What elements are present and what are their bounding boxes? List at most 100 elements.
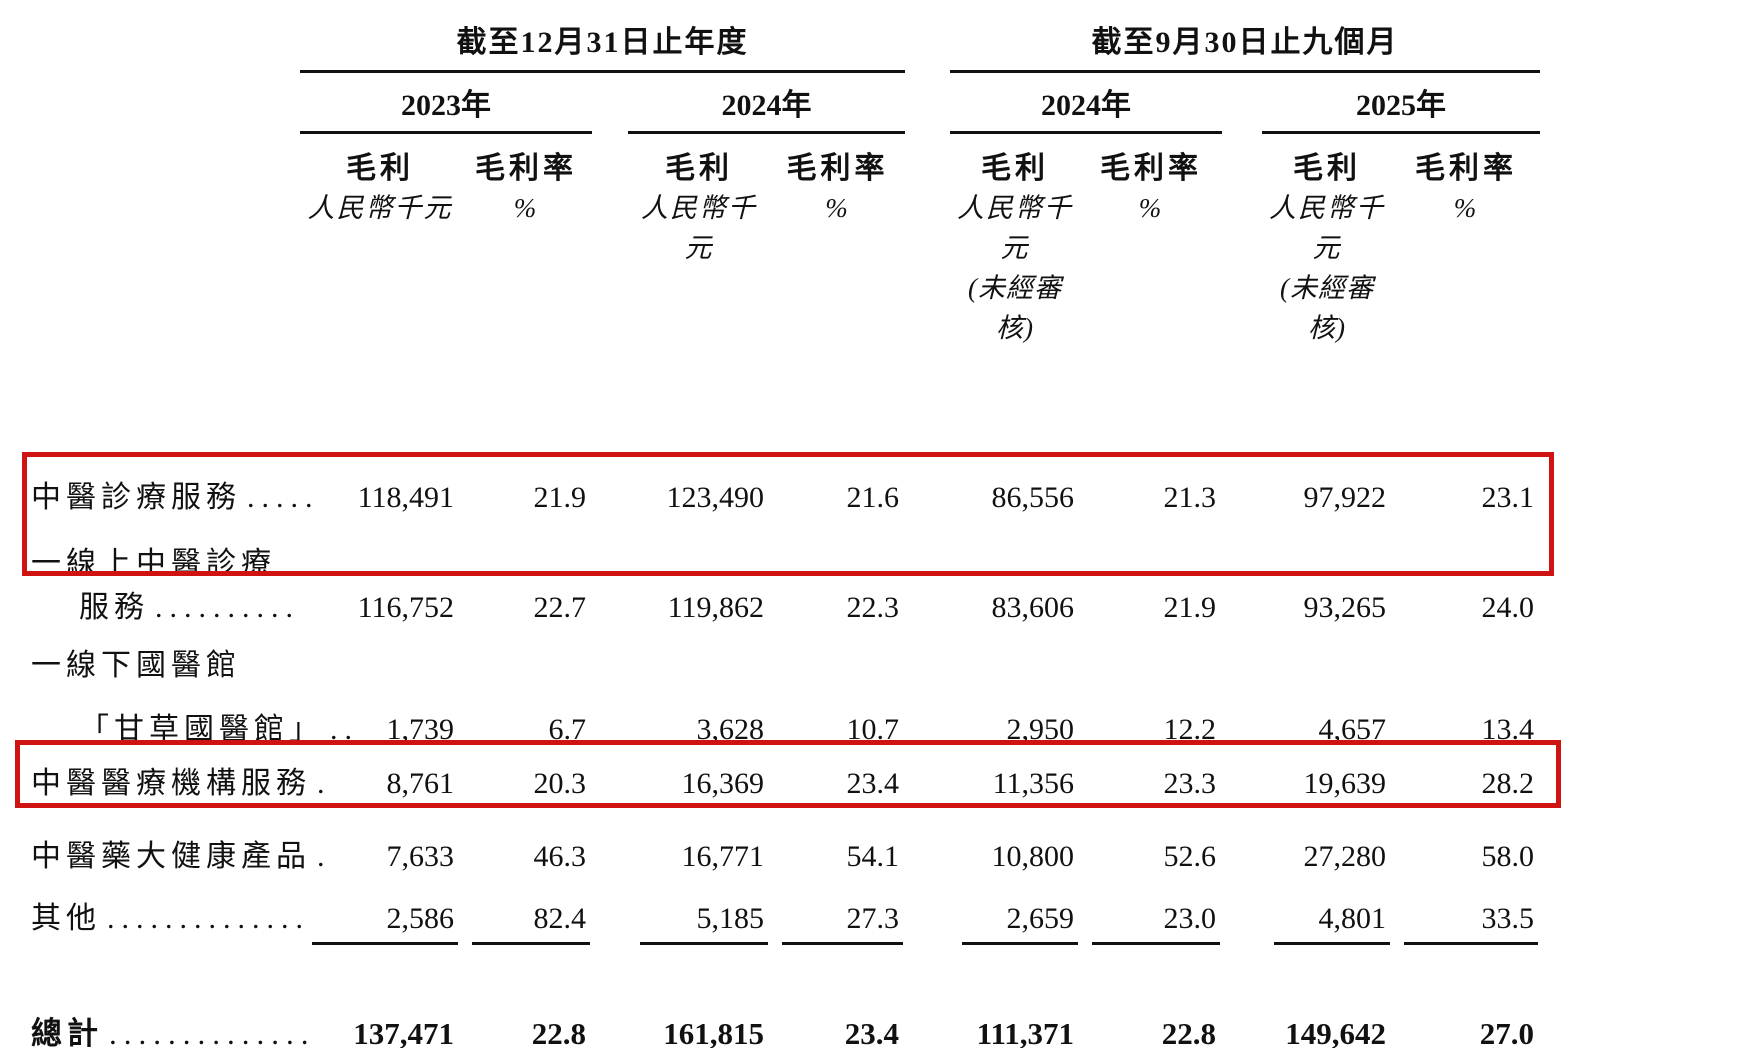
- cell-value: 2,659: [1006, 902, 1075, 935]
- column-rule: [628, 942, 770, 945]
- unaudited-note: (未經審核): [968, 273, 1062, 343]
- dot-leader: ..: [330, 713, 359, 746]
- cell-value: 83,606: [991, 591, 1075, 624]
- column-rule: [460, 942, 592, 945]
- col-header-gross-margin-2023: 毛利率 %: [475, 152, 577, 223]
- cell-value: 23.4: [844, 1016, 899, 1048]
- cell-value: 82.4: [533, 902, 587, 935]
- row-label: 總計..............: [25, 1011, 309, 1048]
- col-header-gross-profit-2023: 毛利 人民幣千元: [307, 152, 453, 223]
- row-label: 中醫醫療機構服務.: [25, 762, 325, 806]
- table-row-total: 總計.............. 137,471 22.8 161,815 23…: [25, 1011, 1540, 1048]
- table-row-tcm-health-products: 中醫藥大健康產品. 7,633 46.3 16,771 54.1 10,800 …: [25, 835, 1540, 879]
- dot-leader: ..............: [109, 1016, 316, 1048]
- cell-value: 119,862: [667, 591, 764, 624]
- dot-leader: .....: [247, 481, 320, 514]
- row-label: 中醫藥大健康產品.: [25, 835, 325, 879]
- cell-value: 33.5: [1481, 902, 1535, 935]
- column-rule: [300, 942, 460, 945]
- cell-value: 19,639: [1303, 767, 1387, 800]
- cell-value: 23.4: [846, 767, 900, 800]
- gross-profit-table: 截至12月31日止年度 截至9月30日止九個月 2023年 2024年 2024…: [25, 0, 1540, 1048]
- cell-value: 111,371: [976, 1016, 1074, 1048]
- cell-value: 4,801: [1318, 902, 1387, 935]
- cell-value: 20.3: [533, 767, 587, 800]
- cell-value: 97,922: [1303, 481, 1387, 514]
- row-label: 其他..............: [25, 897, 303, 941]
- cell-value: 23.0: [1163, 902, 1217, 935]
- col-header-gross-profit-2024-9m: 毛利 人民幣千元 (未經審核): [950, 150, 1080, 348]
- cell-value: 149,642: [1285, 1016, 1386, 1048]
- table-row-tcm-diagnosis-services: 中醫診療服務..... 118,491 21.9 123,490 21.6 86…: [25, 476, 1540, 520]
- unaudited-note: (未經審核): [1280, 273, 1374, 343]
- year-2025-9m: 2025年: [1262, 73, 1540, 134]
- cell-value: 11,356: [992, 767, 1074, 800]
- row-label-text: 中醫醫療機構服務: [31, 767, 311, 800]
- year-2023: 2023年: [300, 73, 592, 134]
- cell-value: 22.8: [1161, 1016, 1216, 1048]
- column-rule: [950, 942, 1080, 945]
- period-group-header-row: 截至12月31日止年度 截至9月30日止九個月: [25, 0, 1540, 73]
- cell-value: 22.8: [531, 1016, 586, 1048]
- table-row-online-tcm-line2: 服務.......... 116,752 22.7 119,862 22.3 8…: [25, 586, 1540, 630]
- table-row-offline-clinics-line1: 一線下國醫館: [25, 644, 1540, 688]
- cell-value: 10,800: [991, 840, 1075, 873]
- cell-value: 27,280: [1303, 840, 1387, 873]
- cell-value: 21.9: [533, 481, 587, 514]
- table-row-others: 其他.............. 2,586 82.4 5,185 27.3 2…: [25, 897, 1540, 941]
- col-header-gross-profit-2025-9m: 毛利 人民幣千元 (未經審核): [1262, 150, 1392, 348]
- row-label: 一線下國醫館: [25, 644, 300, 688]
- cell-value: 23.3: [1163, 767, 1217, 800]
- cell-value: 7,633: [386, 840, 455, 873]
- cell-value: 118,491: [357, 481, 454, 514]
- row-label: 服務..........: [25, 586, 300, 630]
- cell-value: 86,556: [991, 481, 1075, 514]
- column-rule: [1392, 942, 1540, 945]
- row-label-text: 其他: [31, 902, 101, 935]
- column-rule: [1080, 942, 1222, 945]
- cell-value: 16,369: [681, 767, 765, 800]
- cell-value: 16,771: [681, 840, 765, 873]
- cell-value: 123,490: [666, 481, 765, 514]
- dot-leader: .: [317, 767, 332, 800]
- cell-value: 2,586: [386, 902, 455, 935]
- cell-value: 116,752: [357, 591, 454, 624]
- metric-header-row: 毛利 人民幣千元 毛利率 % 毛利 人民幣千元 毛利率 % 毛利 人民幣千元 (…: [25, 134, 1540, 348]
- cell-value: 21.9: [1163, 591, 1217, 624]
- cell-value: 27.0: [1479, 1016, 1534, 1048]
- col-header-gross-margin-2024-9m: 毛利率 %: [1100, 152, 1202, 223]
- cell-value: 28.2: [1481, 767, 1535, 800]
- dot-leader: .: [317, 840, 332, 873]
- cell-value: 23.1: [1481, 481, 1535, 514]
- col-header-gross-profit-2024: 毛利 人民幣千元: [641, 152, 757, 263]
- cell-value: 161,815: [663, 1016, 764, 1048]
- dot-leader: ..............: [107, 902, 310, 935]
- cell-value: 93,265: [1303, 591, 1387, 624]
- column-rule: [1262, 942, 1392, 945]
- cell-value: 24.0: [1481, 591, 1535, 624]
- cell-value: 21.3: [1163, 481, 1217, 514]
- cell-value: 52.6: [1163, 840, 1217, 873]
- col-header-gross-margin-2024: 毛利率 %: [786, 152, 889, 223]
- cell-value: 5,185: [696, 902, 765, 935]
- row-label-text: 總計: [31, 1016, 103, 1048]
- period-group-year-ended: 截至12月31日止年度: [300, 24, 905, 73]
- highlight-box-online-tcm-services: [22, 452, 1554, 576]
- cell-value: 22.3: [846, 591, 900, 624]
- cell-value: 54.1: [846, 840, 900, 873]
- cell-value: 58.0: [1481, 840, 1535, 873]
- column-rule: [770, 942, 905, 945]
- cell-value: 8,761: [386, 767, 455, 800]
- row-label-text: 服務: [79, 591, 149, 624]
- row-label-text: 中醫藥大健康產品: [31, 840, 311, 873]
- cell-value: 21.6: [846, 481, 900, 514]
- cell-value: 137,471: [353, 1016, 454, 1048]
- cell-value: 27.3: [846, 902, 900, 935]
- table-row-tcm-institution-services: 中醫醫療機構服務. 8,761 20.3 16,369 23.4 11,356 …: [25, 762, 1540, 806]
- highlight-box-tcm-health-products: [15, 740, 1561, 808]
- cell-value: 46.3: [533, 840, 587, 873]
- row-label-text: 一線下國醫館: [31, 649, 241, 682]
- cell-value: 22.7: [533, 591, 587, 624]
- year-2024: 2024年: [628, 73, 905, 134]
